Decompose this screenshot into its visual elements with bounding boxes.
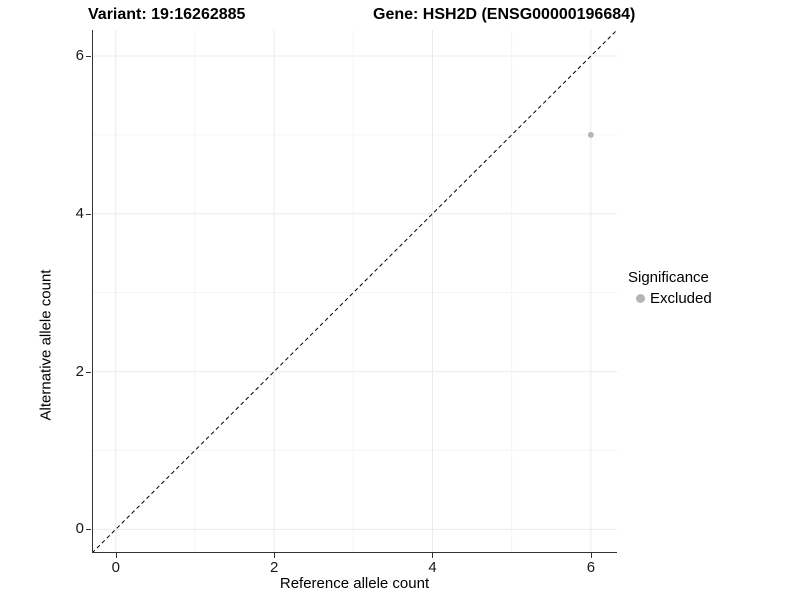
x-tick-label: 2 bbox=[269, 559, 279, 576]
x-tick-mark bbox=[115, 553, 117, 558]
legend-item-excluded: Excluded bbox=[628, 290, 712, 307]
y-tick-label: 6 bbox=[75, 47, 84, 65]
data-point bbox=[587, 131, 594, 138]
y-tick-label: 2 bbox=[75, 362, 84, 380]
x-tick-mark bbox=[274, 553, 276, 558]
y-tick-mark bbox=[86, 56, 91, 58]
plot-area bbox=[92, 30, 617, 553]
y-tick-mark bbox=[86, 529, 91, 531]
y-tick-label: 0 bbox=[75, 520, 84, 538]
x-tick-label: 6 bbox=[586, 559, 596, 576]
y-axis-title: Alternative allele count bbox=[37, 269, 55, 421]
x-tick-mark bbox=[432, 553, 434, 558]
legend: Significance Excluded bbox=[628, 269, 712, 307]
plot-title-gene: Gene: HSH2D (ENSG00000196684) bbox=[373, 6, 636, 23]
x-tick-mark bbox=[590, 553, 592, 558]
x-axis-title: Reference allele count bbox=[279, 575, 430, 592]
plot-panel bbox=[92, 30, 617, 553]
identity-reference-line bbox=[92, 30, 617, 553]
x-tick-label: 0 bbox=[111, 559, 120, 576]
x-tick-label: 4 bbox=[428, 559, 437, 576]
excluded-point-icon bbox=[636, 294, 645, 303]
legend-item-label: Excluded bbox=[650, 290, 712, 307]
y-tick-mark bbox=[86, 213, 91, 215]
legend-title: Significance bbox=[628, 269, 709, 286]
y-tick-label: 4 bbox=[75, 204, 84, 222]
y-tick-mark bbox=[86, 371, 91, 373]
plot-title-variant: Variant: 19:16262885 bbox=[88, 6, 246, 23]
